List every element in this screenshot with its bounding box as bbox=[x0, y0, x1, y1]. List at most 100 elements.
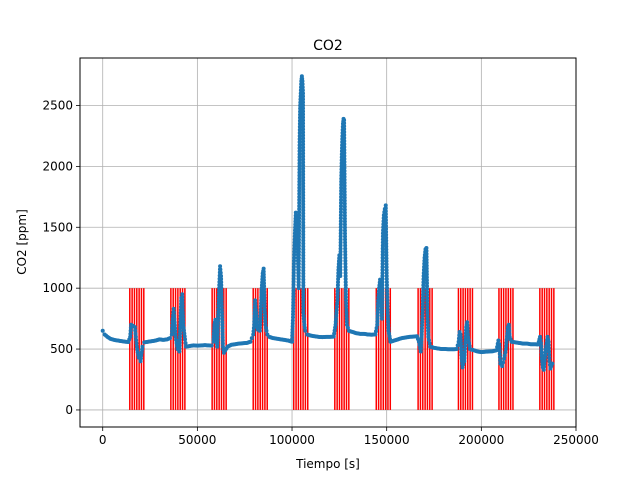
data-point bbox=[339, 197, 344, 202]
data-point bbox=[342, 204, 347, 209]
data-point bbox=[385, 289, 390, 294]
data-point bbox=[220, 313, 225, 318]
data-point bbox=[458, 341, 463, 346]
data-point bbox=[301, 202, 306, 207]
data-point bbox=[216, 318, 221, 323]
data-point bbox=[338, 273, 343, 278]
data-point bbox=[332, 331, 337, 336]
data-point bbox=[342, 174, 347, 179]
data-point bbox=[291, 303, 296, 308]
data-point bbox=[173, 326, 178, 331]
data-point bbox=[297, 222, 302, 227]
data-point bbox=[297, 136, 302, 141]
data-point bbox=[301, 241, 306, 246]
data-point bbox=[301, 295, 306, 300]
data-point bbox=[343, 237, 348, 242]
data-point bbox=[498, 358, 503, 363]
data-point bbox=[386, 319, 391, 324]
data-point bbox=[292, 243, 297, 248]
data-point bbox=[496, 338, 501, 343]
data-point bbox=[296, 240, 301, 245]
data-point bbox=[425, 325, 430, 330]
data-point bbox=[301, 154, 306, 159]
data-point bbox=[262, 295, 267, 300]
data-point bbox=[338, 203, 343, 208]
data-point bbox=[420, 320, 425, 325]
data-point bbox=[296, 258, 301, 263]
data-point bbox=[180, 310, 185, 315]
data-point bbox=[262, 298, 267, 303]
data-point bbox=[342, 225, 347, 230]
data-point bbox=[420, 301, 425, 306]
data-point bbox=[384, 271, 389, 276]
data-point bbox=[343, 267, 348, 272]
data-point bbox=[258, 316, 263, 321]
data-point bbox=[298, 109, 303, 114]
data-point bbox=[180, 298, 185, 303]
data-point bbox=[261, 269, 266, 274]
data-point bbox=[425, 316, 430, 321]
data-point bbox=[180, 316, 185, 321]
data-point bbox=[419, 343, 424, 348]
data-point bbox=[297, 234, 302, 239]
data-point bbox=[215, 338, 220, 343]
data-point bbox=[301, 121, 306, 126]
data-point bbox=[342, 165, 347, 170]
data-point bbox=[550, 361, 555, 366]
data-point bbox=[290, 318, 295, 323]
data-point bbox=[291, 270, 296, 275]
data-point bbox=[386, 322, 391, 327]
data-point bbox=[259, 301, 264, 306]
data-point bbox=[343, 252, 348, 257]
data-point bbox=[291, 297, 296, 302]
data-point bbox=[219, 277, 224, 282]
data-point bbox=[290, 327, 295, 332]
data-point bbox=[262, 287, 267, 292]
data-point bbox=[546, 339, 551, 344]
data-point bbox=[290, 324, 295, 329]
data-point bbox=[343, 261, 348, 266]
data-point bbox=[297, 200, 302, 205]
data-point bbox=[301, 256, 306, 261]
data-point bbox=[301, 160, 306, 165]
data-point bbox=[344, 301, 349, 306]
data-point bbox=[292, 240, 297, 245]
data-point bbox=[301, 289, 306, 294]
data-point bbox=[338, 216, 343, 221]
data-point bbox=[333, 322, 338, 327]
data-point bbox=[501, 360, 506, 365]
data-point bbox=[343, 264, 348, 269]
data-point bbox=[297, 191, 302, 196]
data-point bbox=[343, 292, 348, 297]
data-point bbox=[253, 304, 258, 309]
data-point bbox=[254, 310, 259, 315]
y-tick-label: 500 bbox=[50, 342, 73, 356]
data-point bbox=[465, 329, 470, 334]
data-point bbox=[342, 216, 347, 221]
data-point bbox=[342, 180, 347, 185]
data-point bbox=[301, 280, 306, 285]
data-point bbox=[263, 322, 268, 327]
data-point bbox=[384, 280, 389, 285]
data-point bbox=[420, 304, 425, 309]
data-point bbox=[342, 207, 347, 212]
data-point bbox=[301, 148, 306, 153]
data-point bbox=[291, 306, 296, 311]
data-point bbox=[385, 286, 390, 291]
data-point bbox=[215, 341, 220, 346]
data-point bbox=[425, 310, 430, 315]
data-point bbox=[421, 283, 426, 288]
data-point bbox=[384, 262, 389, 267]
data-point bbox=[254, 313, 259, 318]
data-point bbox=[297, 170, 302, 175]
data-point bbox=[181, 322, 186, 327]
data-point bbox=[425, 307, 430, 312]
data-point bbox=[375, 310, 380, 315]
data-point bbox=[297, 152, 302, 157]
plot-frame bbox=[79, 57, 577, 428]
data-point bbox=[301, 103, 306, 108]
data-point bbox=[380, 264, 385, 269]
data-point bbox=[497, 355, 502, 360]
data-point bbox=[343, 298, 348, 303]
data-point bbox=[375, 304, 380, 309]
